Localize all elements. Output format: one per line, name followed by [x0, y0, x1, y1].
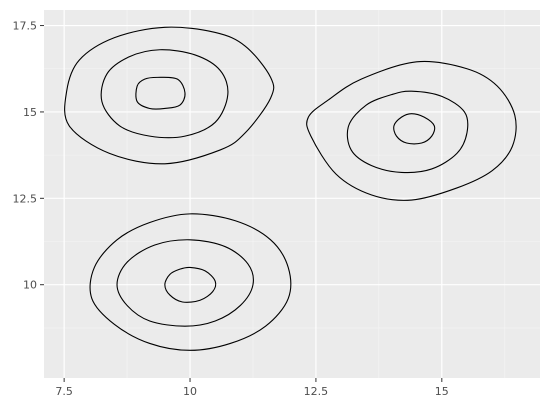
y-tick-label: 10 — [23, 279, 37, 292]
y-tick-label: 15 — [23, 106, 37, 119]
contour-line-top-right — [306, 60, 517, 201]
y-tick-label: 12.5 — [13, 192, 38, 205]
y-tick-label: 17.5 — [13, 20, 38, 33]
contour-line-top-right — [393, 113, 436, 145]
contour-line-bottom-left — [164, 266, 217, 303]
contour-layer — [64, 26, 517, 351]
contour-line-top-left — [64, 26, 275, 165]
contour-line-top-left — [100, 49, 229, 139]
x-tick-label: 15 — [435, 385, 449, 398]
contour-line-top-right — [346, 90, 469, 174]
axis-layer: 7.5 10 12.5 15 10 12.5 15 17.5 — [13, 20, 449, 398]
x-tick-label: 10 — [183, 385, 197, 398]
x-tick-label: 12.5 — [304, 385, 329, 398]
contour-line-top-left — [135, 76, 186, 110]
plot-panel — [44, 10, 540, 378]
contour-line-bottom-left — [116, 239, 254, 327]
x-tick-label: 7.5 — [55, 385, 73, 398]
contour-line-bottom-left — [89, 213, 292, 351]
grid-layer — [44, 10, 540, 378]
